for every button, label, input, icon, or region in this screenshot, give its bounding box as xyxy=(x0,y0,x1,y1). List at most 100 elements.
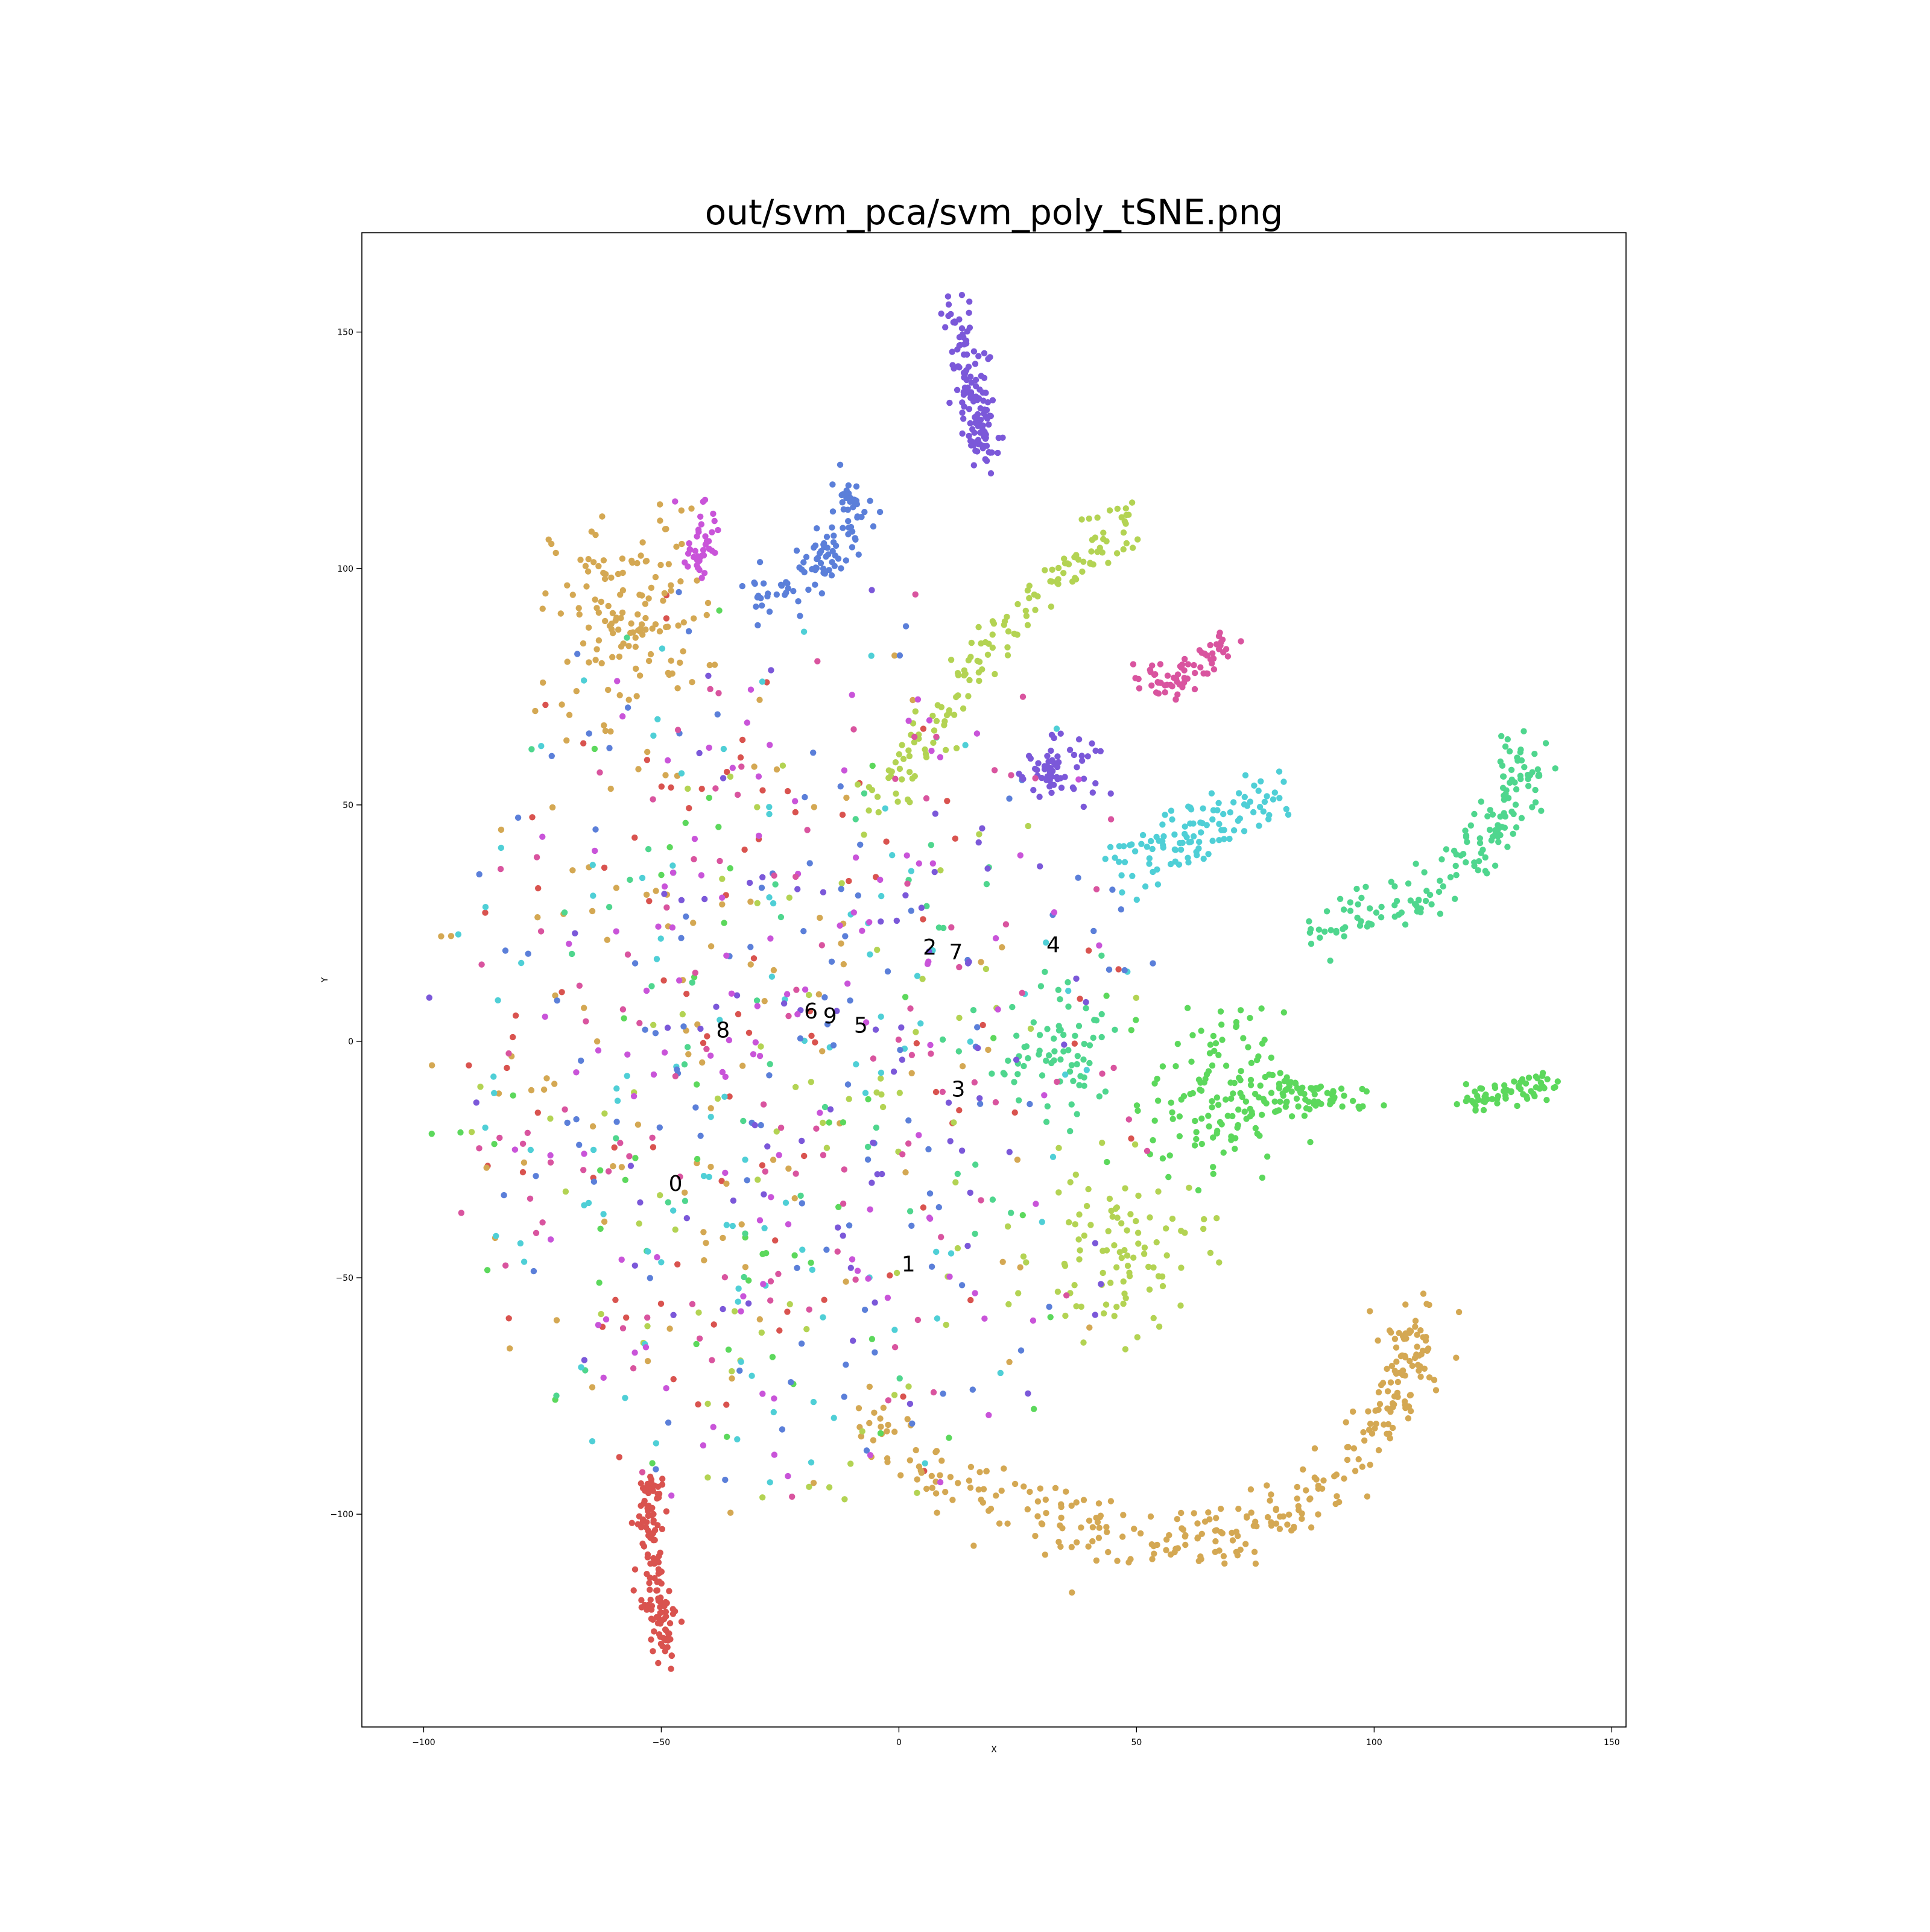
scatter-point xyxy=(1073,975,1080,982)
scatter-point xyxy=(1399,1371,1406,1378)
scatter-point xyxy=(1044,1103,1051,1110)
scatter-point xyxy=(694,1155,701,1163)
scatter-point xyxy=(1177,663,1184,670)
scatter-point xyxy=(634,1121,642,1128)
scatter-point xyxy=(797,1192,804,1199)
scatter-point xyxy=(771,1451,778,1458)
scatter-point xyxy=(1114,1558,1121,1564)
scatter-point xyxy=(663,1508,670,1515)
scatter-point xyxy=(945,1099,952,1106)
scatter-point xyxy=(1072,1032,1078,1040)
scatter-point xyxy=(823,1246,830,1253)
scatter-point xyxy=(617,1140,624,1146)
scatter-point xyxy=(1273,1506,1279,1512)
scatter-point xyxy=(1283,806,1289,813)
scatter-point xyxy=(967,654,974,660)
scatter-point xyxy=(1440,883,1446,890)
scatter-point xyxy=(1426,1301,1432,1309)
scatter-point xyxy=(624,1073,630,1079)
scatter-point xyxy=(1198,829,1204,836)
scatter-point xyxy=(644,1554,651,1561)
scatter-point xyxy=(1192,1117,1198,1125)
scatter-point xyxy=(628,1520,636,1526)
scatter-point xyxy=(1210,1032,1217,1040)
scatter-point xyxy=(1057,996,1063,1003)
scatter-point xyxy=(838,886,844,892)
scatter-point xyxy=(1134,1107,1141,1114)
scatter-point xyxy=(975,1044,981,1052)
scatter-point xyxy=(974,440,981,447)
scatter-point xyxy=(821,1103,829,1111)
scatter-point xyxy=(1216,821,1223,827)
scatter-point xyxy=(1375,1337,1381,1344)
scatter-point xyxy=(662,1648,669,1655)
scatter-point xyxy=(967,1189,973,1196)
scatter-point xyxy=(1008,1210,1014,1216)
scatter-point xyxy=(837,461,844,468)
scatter-point xyxy=(1120,1278,1127,1285)
scatter-point xyxy=(859,1428,865,1435)
scatter-point xyxy=(982,965,990,973)
scatter-point xyxy=(1024,587,1031,594)
scatter-point xyxy=(660,598,666,604)
scatter-point xyxy=(803,554,810,560)
scatter-point xyxy=(1085,1543,1092,1550)
scatter-point xyxy=(999,944,1005,951)
scatter-point xyxy=(926,948,932,955)
scatter-point xyxy=(514,814,522,821)
scatter-point xyxy=(540,679,546,686)
scatter-point xyxy=(650,1021,657,1029)
scatter-point xyxy=(1036,1051,1042,1058)
scatter-point xyxy=(1513,786,1520,793)
scatter-point xyxy=(1181,667,1188,674)
scatter-point xyxy=(852,854,859,861)
scatter-point xyxy=(1514,1102,1520,1110)
scatter-point xyxy=(662,1608,669,1615)
scatter-point xyxy=(1019,990,1025,996)
scatter-point xyxy=(1148,838,1154,845)
scatter-point xyxy=(688,505,695,512)
scatter-point xyxy=(631,1566,639,1573)
scatter-point xyxy=(872,1299,878,1306)
scatter-point xyxy=(727,865,733,872)
scatter-point xyxy=(974,657,981,665)
scatter-point xyxy=(1130,545,1136,551)
scatter-point xyxy=(747,898,754,905)
scatter-point xyxy=(829,559,835,566)
scatter-point xyxy=(959,331,966,338)
scatter-point xyxy=(1147,1214,1153,1221)
scatter-point xyxy=(1084,753,1091,760)
scatter-point xyxy=(747,686,755,693)
scatter-point xyxy=(631,1262,639,1269)
scatter-point xyxy=(1120,1512,1127,1518)
scatter-point xyxy=(868,1179,875,1186)
scatter-point xyxy=(648,1606,655,1613)
scatter-point xyxy=(1362,883,1369,891)
scatter-point xyxy=(948,1250,955,1257)
scatter-point xyxy=(1169,1116,1176,1122)
scatter-point xyxy=(630,1365,637,1372)
scatter-point xyxy=(1521,764,1528,771)
scatter-point xyxy=(857,841,864,848)
scatter-point xyxy=(528,746,535,753)
scatter-point xyxy=(854,1267,861,1274)
scatter-point xyxy=(1214,807,1221,813)
scatter-point xyxy=(581,1005,587,1011)
scatter-point xyxy=(773,1128,780,1135)
scatter-point xyxy=(1080,558,1087,565)
scatter-point xyxy=(949,362,956,368)
scatter-point xyxy=(1134,1230,1142,1236)
scatter-point xyxy=(922,1460,928,1466)
scatter-point xyxy=(496,1134,503,1141)
scatter-point xyxy=(1043,939,1049,946)
scatter-point xyxy=(1352,1468,1359,1474)
scatter-point xyxy=(1173,676,1180,683)
scatter-point xyxy=(956,1014,963,1021)
scatter-point xyxy=(905,747,912,754)
scatter-point xyxy=(793,987,800,993)
scatter-point xyxy=(1266,812,1273,819)
scatter-point xyxy=(710,1321,717,1328)
scatter-point xyxy=(1367,905,1373,912)
scatter-point xyxy=(1343,1419,1349,1425)
scatter-point xyxy=(758,885,765,891)
